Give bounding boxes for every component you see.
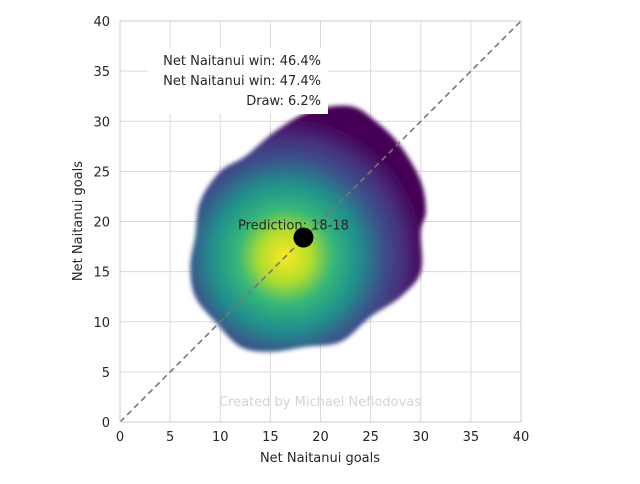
y-tick-label: 40 [93,15,110,30]
diagonal-line [119,20,522,423]
x-tick-label: 20 [312,430,329,445]
y-tick-label: 25 [93,165,110,180]
x-tick-label: 5 [166,430,174,445]
x-tick-label: 35 [463,430,480,445]
x-tick-label: 25 [362,430,379,445]
annotation-box [148,48,328,114]
draw-probability: Draw: 6.2% [246,94,321,109]
y-tick-label: 0 [102,416,110,431]
watermark: Created by Michael Nefiodovas [219,395,421,410]
axes-frame [119,20,522,423]
win-probability-b: Net Naitanui win: 47.4% [163,74,321,89]
y-tick-label: 10 [93,316,110,331]
prediction-point [293,227,314,248]
y-tick-label: 20 [93,216,110,231]
x-axis-label: Net Naitanui goals [260,451,380,466]
x-tick-labels: 0 5 10 15 20 25 30 35 40 [116,430,529,445]
win-probability-a: Net Naitanui win: 46.4% [163,54,321,69]
y-tick-label: 5 [102,366,110,381]
x-tick-label: 10 [212,430,229,445]
y-tick-label: 30 [93,115,110,130]
x-tick-label: 0 [116,430,124,445]
x-tick-label: 40 [513,430,530,445]
y-axis-label: Net Naitanui goals [71,161,86,281]
prediction-label: Prediction: 18-18 [238,219,349,234]
x-tick-label: 15 [262,430,279,445]
y-tick-label: 35 [93,65,110,80]
y-tick-labels: 0 5 10 15 20 25 30 35 40 [93,15,110,431]
y-tick-label: 15 [93,266,110,281]
x-tick-label: 30 [412,430,429,445]
